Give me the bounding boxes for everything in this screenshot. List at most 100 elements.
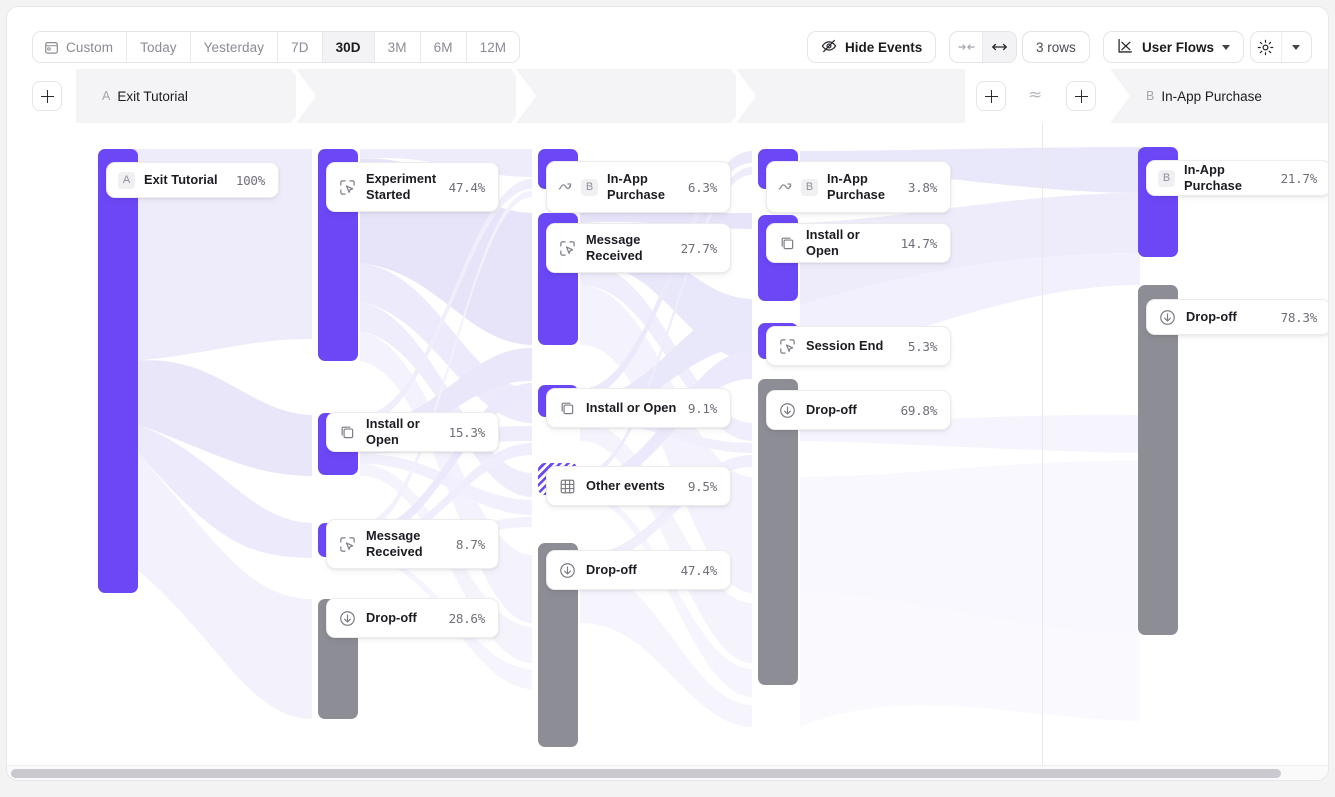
view-mode-dropdown[interactable]: User Flows [1103,31,1245,63]
node-percentage: 6.3% [687,179,717,195]
cursor-box-icon [338,535,357,554]
step-chip-2[interactable] [296,69,531,123]
flow-chart-icon [1117,38,1134,57]
step-chip-3[interactable] [516,69,751,123]
node-percentage: 21.7% [1280,170,1318,186]
sankey-node-card[interactable]: Drop-off 47.4% [546,550,731,590]
node-label: Install or Open [586,400,677,415]
horizontal-scrollbar-thumb[interactable] [11,769,1281,778]
rows-button[interactable]: 3 rows [1022,31,1090,63]
step-arrow-notch [296,69,316,123]
sankey-node-card[interactable]: Session End 5.3% [766,326,951,366]
sankey-node-card[interactable]: Message Received 8.7% [326,519,499,569]
settings-chevron-down-icon[interactable] [1281,32,1311,62]
date-range-3m[interactable]: 3M [374,32,421,62]
date-range-12m-label: 12M [479,39,507,55]
date-range-7d-label: 7D [291,39,309,55]
date-range-custom[interactable]: Custom [33,32,128,62]
node-label: Drop-off [586,562,637,577]
step-label-start: Exit Tutorial [117,88,188,104]
sankey-node-card[interactable]: A Exit Tutorial 100% [106,162,279,198]
add-step-left-button[interactable] [32,81,62,111]
sankey-canvas[interactable]: A Exit Tutorial 100% Experiment Started 47.… [7,123,1328,767]
cursor-box-icon [338,178,357,197]
plus-icon [984,89,998,103]
sankey-bar[interactable] [98,149,138,593]
gear-icon[interactable] [1251,32,1281,62]
date-range-segmented-control[interactable]: Custom Today Yesterday 7D 30D 3M 6M 12M [32,31,521,63]
date-range-3m-label: 3M [387,39,407,55]
date-range-30d[interactable]: 30D [322,32,375,62]
date-range-6m[interactable]: 6M [420,32,467,62]
step-label-end: In-App Purchase [1161,88,1262,104]
node-label: In-App Purchase [1184,162,1243,193]
date-range-yesterday[interactable]: Yesterday [190,32,279,62]
node-percentage: 27.7% [680,240,718,256]
date-range-7d[interactable]: 7D [278,32,323,62]
step-chip-end[interactable]: B In-App Purchase [1110,69,1328,123]
grid-icon [558,477,577,496]
sankey-node-card[interactable]: Drop-off 78.3% [1146,299,1328,335]
node-percentage: 5.3% [907,338,937,354]
node-percentage: 15.3% [448,424,486,440]
node-label: Experiment Started [366,171,437,202]
date-range-today-label: Today [140,39,177,55]
node-label: Drop-off [366,610,417,625]
step-chip-4[interactable] [736,69,965,123]
date-range-6m-label: 6M [433,39,453,55]
sankey-node-card[interactable]: B In-App Purchase 21.7% [1146,160,1328,196]
expand-horizontal-icon-button[interactable] [983,32,1016,62]
arrow-down-circle-icon [338,609,357,628]
flow-ribbons [134,147,1140,727]
windows-icon [338,423,357,442]
toolbar: Custom Today Yesterday 7D 30D 3M 6M 12M … [7,7,1328,69]
sankey-node-card[interactable]: Message Received 27.7% [546,223,731,273]
sankey-bar[interactable] [1138,285,1178,635]
node-percentage: 9.1% [687,400,717,416]
date-range-12m[interactable]: 12M [466,32,520,62]
horizontal-scrollbar[interactable] [7,765,1328,780]
view-mode-label: User Flows [1142,39,1215,55]
sankey-node-card[interactable]: Drop-off 28.6% [326,598,499,638]
arrow-down-circle-icon [558,561,577,580]
node-percentage: 28.6% [448,610,486,626]
cursor-box-icon [558,239,577,258]
calendar-icon [44,40,59,55]
windows-icon [558,399,577,418]
node-label: Message Received [586,232,643,263]
hide-events-button[interactable]: Hide Events [807,31,937,63]
plus-icon [1074,89,1088,103]
add-step-mid-button[interactable] [976,81,1006,111]
node-label: In-App Purchase [607,171,666,202]
arrow-down-circle-icon [1158,308,1177,327]
sankey-node-card[interactable]: Drop-off 69.8% [766,390,951,430]
sankey-node-card[interactable]: B In-App Purchase 6.3% [546,161,731,213]
step-chip-start[interactable]: A Exit Tutorial [76,69,311,123]
plus-icon [40,89,54,103]
sankey-node-card[interactable]: Install or Open 15.3% [326,412,499,452]
sankey-bar[interactable] [758,379,798,685]
sankey-node-card[interactable]: B In-App Purchase 3.8% [766,161,951,213]
settings-split-button[interactable] [1250,31,1312,63]
sankey-node-card[interactable]: Install or Open 14.7% [766,223,951,263]
node-label: In-App Purchase [827,171,886,202]
fit-controls[interactable] [949,31,1017,63]
node-percentage: 69.8% [900,402,938,418]
divider [1280,32,1282,62]
node-badge: B [1158,169,1175,187]
collapse-horizontal-icon-button[interactable] [950,32,983,62]
node-badge: B [581,178,598,196]
sankey-node-card[interactable]: Experiment Started 47.4% [326,162,499,212]
node-label: Session End [806,338,884,353]
step-arrow-notch [736,69,756,123]
node-percentage: 78.3% [1280,309,1318,325]
sankey-node-card[interactable]: Install or Open 9.1% [546,388,731,428]
node-label: Install or Open [806,227,860,258]
add-step-right-button[interactable] [1066,81,1096,111]
step-badge-b: B [1146,89,1155,103]
step-arrow-notch [1110,69,1130,123]
step-arrow-notch [516,69,536,123]
sankey-node-card[interactable]: Other events 9.5% [546,466,731,506]
date-range-today[interactable]: Today [127,32,191,62]
date-range-yesterday-label: Yesterday [203,39,265,55]
